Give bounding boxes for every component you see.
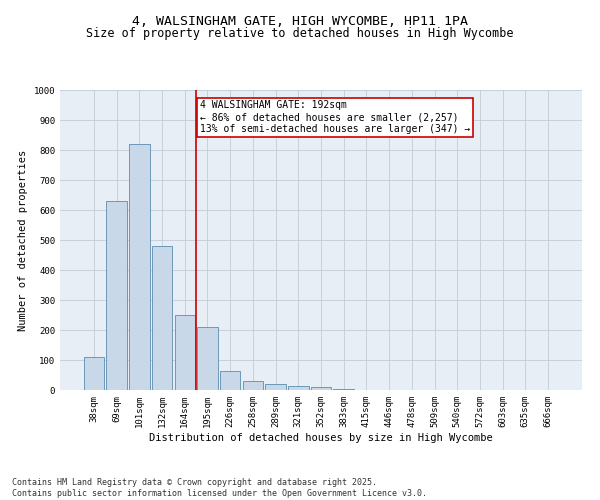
Bar [288, 386, 308, 390]
Bar [106, 201, 127, 390]
Bar [84, 357, 104, 390]
Text: 4 WALSINGHAM GATE: 192sqm
← 86% of detached houses are smaller (2,257)
13% of se: 4 WALSINGHAM GATE: 192sqm ← 86% of detac… [200, 100, 470, 134]
Text: Contains HM Land Registry data © Crown copyright and database right 2025.
Contai: Contains HM Land Registry data © Crown c… [12, 478, 427, 498]
Bar [265, 384, 286, 390]
Bar [175, 315, 195, 390]
Y-axis label: Number of detached properties: Number of detached properties [18, 150, 28, 330]
X-axis label: Distribution of detached houses by size in High Wycombe: Distribution of detached houses by size … [149, 432, 493, 442]
Bar [220, 370, 241, 390]
Bar [242, 381, 263, 390]
Bar [129, 144, 149, 390]
Bar [311, 387, 331, 390]
Bar [197, 327, 218, 390]
Text: 4, WALSINGHAM GATE, HIGH WYCOMBE, HP11 1PA: 4, WALSINGHAM GATE, HIGH WYCOMBE, HP11 1… [132, 15, 468, 28]
Bar [152, 246, 172, 390]
Bar [334, 388, 354, 390]
Text: Size of property relative to detached houses in High Wycombe: Size of property relative to detached ho… [86, 28, 514, 40]
